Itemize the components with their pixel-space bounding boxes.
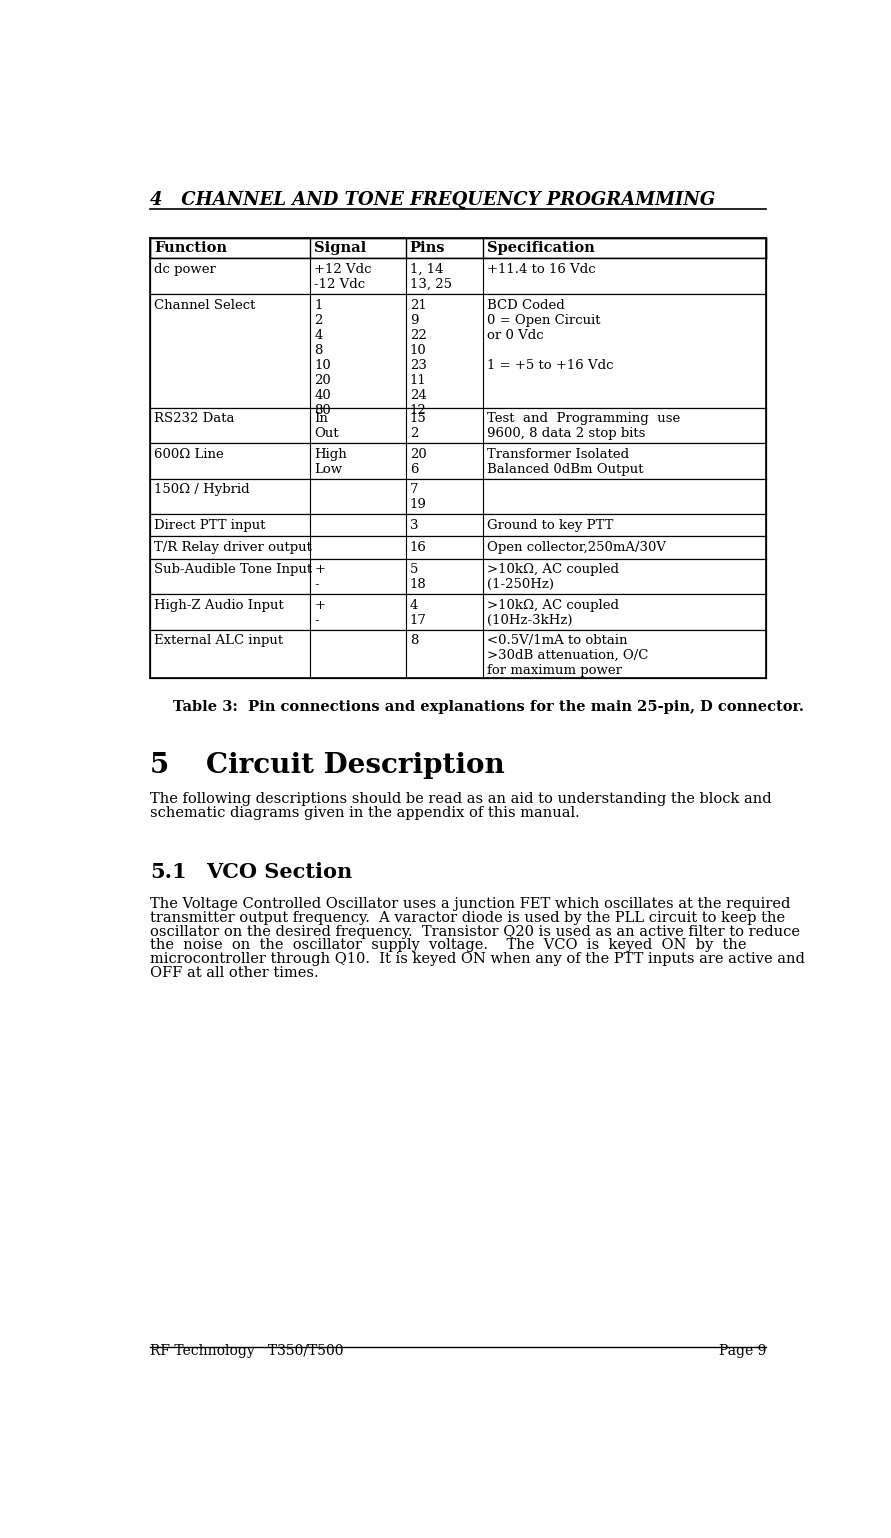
Text: +12 Vdc
-12 Vdc: +12 Vdc -12 Vdc [315,263,372,291]
Text: +11.4 to 16 Vdc: +11.4 to 16 Vdc [486,263,595,277]
Text: Function: Function [154,241,227,255]
Text: Transformer Isolated
Balanced 0dBm Output: Transformer Isolated Balanced 0dBm Outpu… [486,448,643,475]
Text: Table 3:  Pin connections and explanations for the main 25-pin, D connector.: Table 3: Pin connections and explanation… [174,700,805,714]
Text: oscillator on the desired frequency.  Transistor Q20 is used as an active filter: oscillator on the desired frequency. Tra… [150,924,800,938]
Text: 4
17: 4 17 [410,598,427,628]
Text: Test  and  Programming  use
9600, 8 data 2 stop bits: Test and Programming use 9600, 8 data 2 … [486,412,680,440]
Bar [150,408,766,443]
Text: Sub-Audible Tone Input: Sub-Audible Tone Input [154,563,312,577]
Bar [150,294,766,408]
Bar [150,629,766,678]
Text: 16: 16 [410,541,427,554]
Text: The following descriptions should be read as an aid to understanding the block a: The following descriptions should be rea… [150,792,772,806]
Text: VCO Section: VCO Section [206,863,352,883]
Text: Pins: Pins [410,241,446,255]
Text: BCD Coded
0 = Open Circuit
or 0 Vdc

1 = +5 to +16 Vdc: BCD Coded 0 = Open Circuit or 0 Vdc 1 = … [486,298,613,372]
Text: 4   CHANNEL AND TONE FREQUENCY PROGRAMMING: 4 CHANNEL AND TONE FREQUENCY PROGRAMMING [150,191,715,209]
Text: Specification: Specification [486,241,594,255]
Text: RF Technology   T350/T500: RF Technology T350/T500 [150,1344,344,1358]
Text: 15
2: 15 2 [410,412,427,440]
Text: T/R Relay driver output: T/R Relay driver output [154,541,312,554]
Bar [150,558,766,594]
Text: External ALC input: External ALC input [154,634,283,647]
Text: microcontroller through Q10.  It is keyed ON when any of the PTT inputs are acti: microcontroller through Q10. It is keyed… [150,952,805,966]
Text: The Voltage Controlled Oscillator uses a junction FET which oscillates at the re: The Voltage Controlled Oscillator uses a… [150,897,790,910]
Text: Ground to key PTT: Ground to key PTT [486,518,613,532]
Text: High
Low: High Low [315,448,347,475]
Text: 5.1: 5.1 [150,863,187,883]
Text: 150Ω / Hybrid: 150Ω / Hybrid [154,483,249,497]
Text: 3: 3 [410,518,418,532]
Bar [150,514,766,537]
Text: dc power: dc power [154,263,216,277]
Text: 8: 8 [410,634,418,647]
Bar [150,443,766,478]
Text: High-Z Audio Input: High-Z Audio Input [154,598,283,612]
Text: <0.5V/1mA to obtain
>30dB attenuation, O/C
for maximum power: <0.5V/1mA to obtain >30dB attenuation, O… [486,634,648,677]
Text: Signal: Signal [315,241,366,255]
Text: 5
18: 5 18 [410,563,427,592]
Bar [150,258,766,294]
Bar [150,594,766,629]
Text: Circuit Description: Circuit Description [206,752,504,780]
Text: 20
6: 20 6 [410,448,427,475]
Bar [150,478,766,514]
Text: RS232 Data: RS232 Data [154,412,234,426]
Text: >10kΩ, AC coupled
(1-250Hz): >10kΩ, AC coupled (1-250Hz) [486,563,618,592]
Text: 1
2
4
8
10
20
40
80: 1 2 4 8 10 20 40 80 [315,298,331,417]
Bar [150,238,766,258]
Text: transmitter output frequency.  A varactor diode is used by the PLL circuit to ke: transmitter output frequency. A varactor… [150,910,785,924]
Text: OFF at all other times.: OFF at all other times. [150,966,319,980]
Text: 7
19: 7 19 [410,483,427,511]
Text: +
-: + - [315,563,325,592]
Bar [150,537,766,558]
Text: Page 9: Page 9 [719,1344,766,1358]
Text: the  noise  on  the  oscillator  supply  voltage.    The  VCO  is  keyed  ON  by: the noise on the oscillator supply volta… [150,938,747,952]
Text: 600Ω Line: 600Ω Line [154,448,224,461]
Text: Direct PTT input: Direct PTT input [154,518,266,532]
Text: Channel Select: Channel Select [154,298,256,312]
Text: >10kΩ, AC coupled
(10Hz-3kHz): >10kΩ, AC coupled (10Hz-3kHz) [486,598,618,628]
Text: 21
9
22
10
23
11
24
12: 21 9 22 10 23 11 24 12 [410,298,427,417]
Text: +
-: + - [315,598,325,628]
Text: In
Out: In Out [315,412,339,440]
Text: 5: 5 [150,752,169,780]
Text: 1, 14
13, 25: 1, 14 13, 25 [410,263,452,291]
Text: Open collector,250mA/30V: Open collector,250mA/30V [486,541,666,554]
Text: schematic diagrams given in the appendix of this manual.: schematic diagrams given in the appendix… [150,806,580,820]
